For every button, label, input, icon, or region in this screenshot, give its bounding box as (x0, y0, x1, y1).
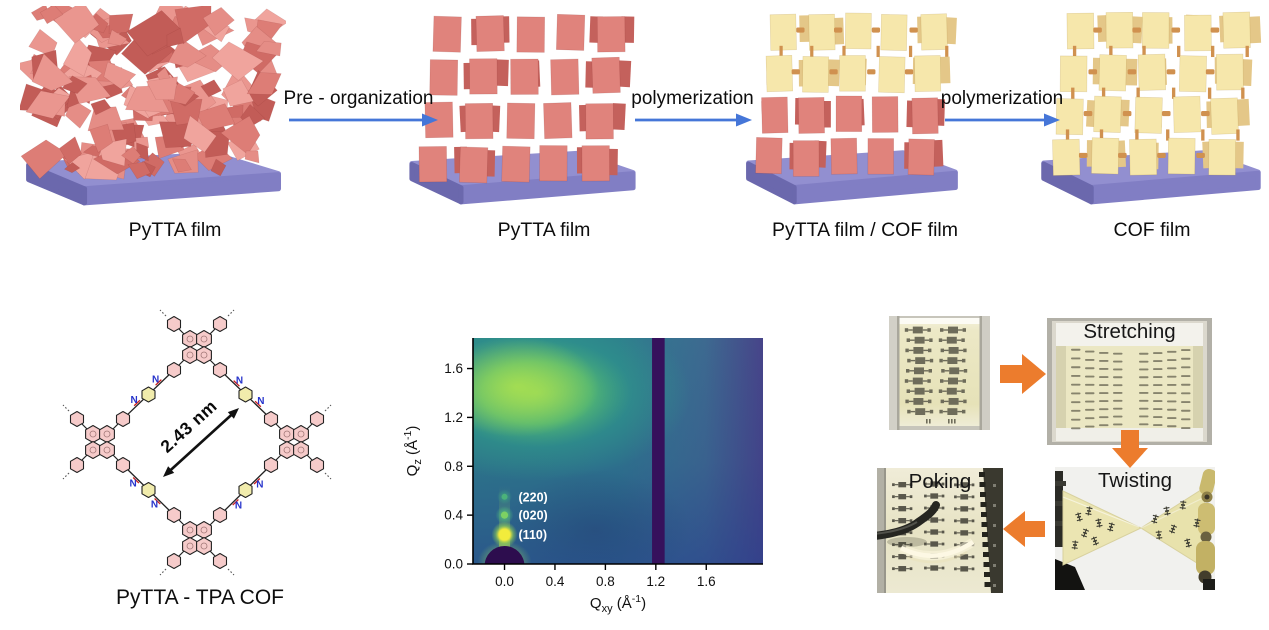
tile-layer (432, 13, 635, 53)
pore-dimension-arrow (163, 408, 239, 477)
photo-label-poking: Poking (908, 470, 972, 493)
nitrogen-atom-label: N (131, 395, 138, 406)
panel-label-pytta-film-2: PyTTA film (497, 219, 591, 241)
tile-layer (424, 101, 626, 140)
panel-label-pytta-cof-film: PyTTA film / COF film (772, 219, 958, 241)
panel-label-cof-film: COF film (1113, 219, 1191, 241)
right-arrow-icon (635, 113, 752, 127)
photo-poking (877, 468, 1003, 593)
photo-device-array (889, 316, 990, 430)
tile-layer (755, 137, 944, 177)
nitrogen-atom-label: N (236, 375, 243, 386)
giwaxs-chart: (220) (020) (110) 0.0 0.4 0.8 1.2 1.6 0.0 0.4 0.8 1… (402, 338, 763, 615)
tile-layer (418, 145, 618, 184)
photo-label-twisting: Twisting (1097, 469, 1173, 492)
tile-layer (1066, 11, 1262, 52)
step-label-polymerization-2: polymerization (940, 88, 1064, 109)
tile-layer (1052, 129, 1244, 176)
flow-right-arrow-icon (1000, 354, 1046, 394)
cof-structure-drawing: N N N N N N N N (62, 309, 332, 576)
y-tick-label: 1.2 (444, 410, 463, 425)
x-tick-label: 0.0 (495, 574, 514, 589)
right-arrow-icon (945, 113, 1060, 127)
x-tick-label: 1.2 (646, 574, 665, 589)
panel-label-pytta-film-1: PyTTA film (128, 219, 222, 241)
nitrogen-atom-label: N (256, 479, 263, 490)
right-arrow-icon (289, 113, 438, 127)
flow-down-arrow-icon (1112, 430, 1148, 468)
structure-caption: PyTTA - TPA COF (115, 586, 285, 609)
peak-label: (110) (519, 528, 548, 542)
giwaxs-image: (220) (020) (110) (473, 338, 763, 564)
tile-layer (769, 12, 957, 51)
x-tick-label: 0.4 (546, 574, 565, 589)
y-axis-label: Qz (Å-1) (402, 426, 424, 477)
film-illustration-cof (1041, 11, 1262, 205)
tile-layer (429, 56, 632, 96)
peak-label: (020) (519, 509, 548, 523)
y-tick-label: 0.8 (444, 459, 463, 474)
nitrogen-atom-label: N (129, 478, 136, 489)
x-tick-label: 1.6 (697, 574, 716, 589)
disordered-flakes (20, 6, 286, 181)
macrocycle: N N N N N N N N (62, 309, 332, 576)
film-illustration-disordered (20, 6, 286, 206)
flow-left-arrow-icon (1003, 511, 1045, 547)
nitrogen-atom-label: N (151, 499, 158, 510)
nitrogen-atom-label: N (257, 396, 264, 407)
nitrogen-atom-label: N (235, 500, 242, 511)
tile-layer (1055, 87, 1250, 136)
film-illustration-preorganized (409, 13, 636, 205)
nitrogen-atom-label: N (152, 374, 159, 385)
film-illustration-mixed (746, 12, 958, 205)
step-label-polymerization-1: polymerization (631, 88, 754, 109)
x-tick-label: 0.8 (596, 574, 615, 589)
tile-layer (1059, 45, 1253, 93)
x-axis-label: Qxy (Å-1) (590, 593, 646, 615)
y-tick-label: 0.4 (444, 508, 463, 523)
tile-layer (765, 45, 951, 94)
y-tick-label: 1.6 (444, 361, 463, 376)
photo-stretching (1047, 318, 1212, 445)
photo-twisting (1055, 467, 1215, 590)
step-label-pre-organization: Pre - organization (283, 88, 434, 109)
y-tick-label: 0.0 (444, 557, 463, 572)
peak-label: (220) (519, 490, 548, 504)
tile-layer (761, 95, 945, 135)
photo-label-stretching: Stretching (1083, 320, 1176, 343)
